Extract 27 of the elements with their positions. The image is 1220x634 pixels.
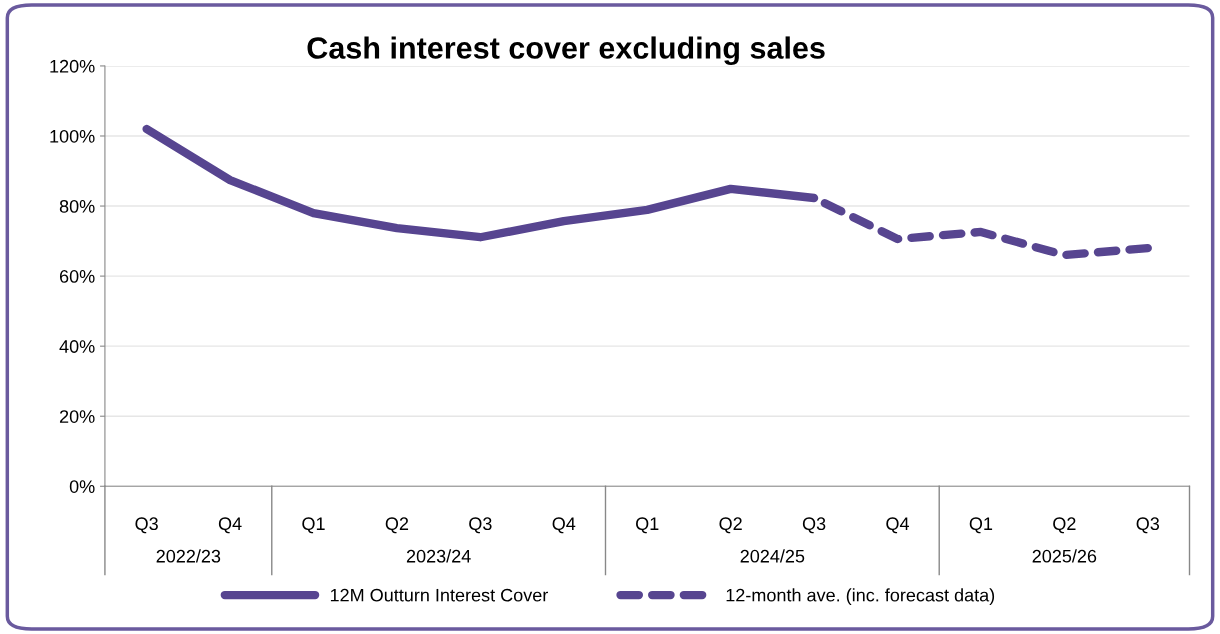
x-tick-label: Q1	[636, 517, 659, 534]
x-tick-label: Q1	[969, 517, 993, 534]
legend-label: 12M Outturn Interest Cover	[330, 588, 549, 602]
x-tick-label: Q2	[719, 517, 742, 534]
x-tick-label: Q2	[1053, 517, 1076, 534]
legend-label: 12-month ave. (inc. forecast data)	[726, 588, 995, 606]
text: 2022/23	[156, 549, 221, 563]
y-tick-label: 80%	[59, 199, 95, 213]
y-tick-label: 100%	[50, 129, 95, 143]
y-tick-label: 120%	[50, 59, 95, 73]
x-tick-label: Q2	[385, 517, 409, 534]
x-tick-label: Q3	[802, 517, 826, 534]
text: 2025/26	[1032, 549, 1097, 563]
x-tick-label: Q3	[1136, 517, 1160, 534]
y-tick-label: 60%	[59, 270, 95, 283]
x-tick-label: Q4	[552, 517, 576, 534]
y-tick-label: 0%	[69, 480, 95, 493]
x-tick-label: Q3	[469, 517, 492, 534]
x-tick-label: Q1	[302, 517, 325, 534]
x-tick-label: Q3	[135, 517, 158, 534]
y-tick-label: 20%	[59, 410, 95, 423]
x-tick-label: Q4	[886, 517, 910, 534]
text: 2024/25	[740, 549, 805, 563]
text: 2023/24	[406, 549, 471, 563]
chart-title: Cash interest cover excluding sales	[307, 36, 825, 66]
x-tick-label: Q4	[218, 517, 242, 534]
y-tick-label: 40%	[59, 340, 95, 353]
